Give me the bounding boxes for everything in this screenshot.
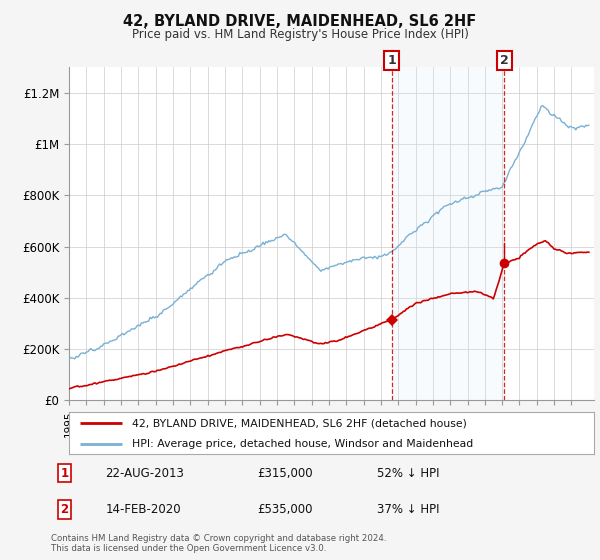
Text: 52% ↓ HPI: 52% ↓ HPI — [377, 467, 439, 480]
Text: Contains HM Land Registry data © Crown copyright and database right 2024.
This d: Contains HM Land Registry data © Crown c… — [51, 534, 386, 553]
Text: 2: 2 — [500, 54, 509, 67]
Text: 22-AUG-2013: 22-AUG-2013 — [106, 467, 184, 480]
Bar — [392, 67, 504, 400]
Text: Price paid vs. HM Land Registry's House Price Index (HPI): Price paid vs. HM Land Registry's House … — [131, 28, 469, 41]
Text: HPI: Average price, detached house, Windsor and Maidenhead: HPI: Average price, detached house, Wind… — [132, 440, 473, 449]
Text: 1: 1 — [387, 54, 396, 67]
Text: £315,000: £315,000 — [257, 467, 313, 480]
Text: 2: 2 — [61, 503, 68, 516]
Text: 37% ↓ HPI: 37% ↓ HPI — [377, 503, 439, 516]
Text: £535,000: £535,000 — [257, 503, 313, 516]
Text: 14-FEB-2020: 14-FEB-2020 — [106, 503, 181, 516]
Text: 42, BYLAND DRIVE, MAIDENHEAD, SL6 2HF (detached house): 42, BYLAND DRIVE, MAIDENHEAD, SL6 2HF (d… — [132, 418, 467, 428]
Text: 1: 1 — [61, 467, 68, 480]
Text: 42, BYLAND DRIVE, MAIDENHEAD, SL6 2HF: 42, BYLAND DRIVE, MAIDENHEAD, SL6 2HF — [124, 14, 476, 29]
